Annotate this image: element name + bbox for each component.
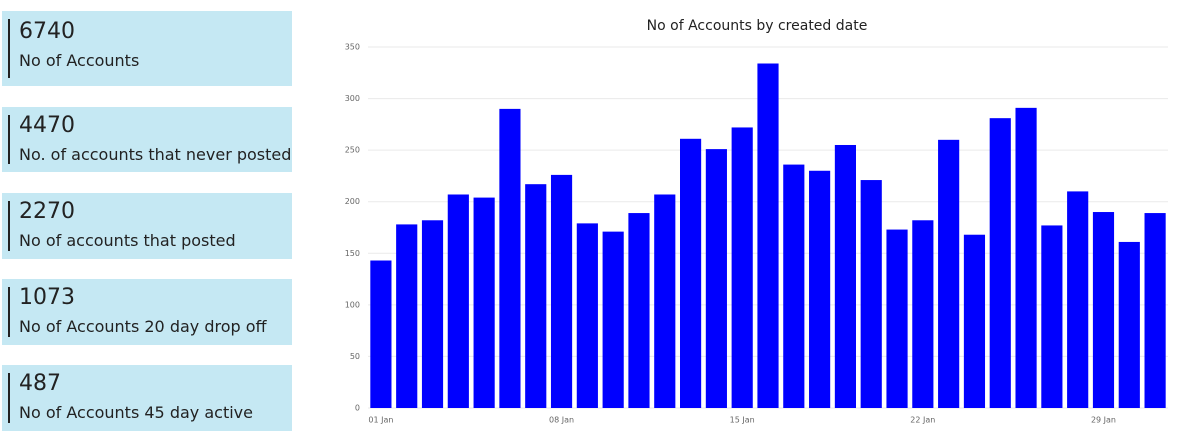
- kpi-value: 487: [19, 371, 61, 396]
- kpi-card: 1073 No of Accounts 20 day drop off: [2, 279, 292, 345]
- bar: [550, 174, 573, 408]
- bar: [783, 164, 805, 408]
- y-tick-label: 150: [345, 249, 360, 258]
- bar: [525, 184, 547, 408]
- accent-bar: [8, 287, 10, 337]
- kpi-value: 1073: [19, 285, 75, 310]
- kpi-card: 2270 No of accounts that posted: [2, 193, 292, 259]
- bar: [860, 180, 882, 408]
- bar: [731, 127, 753, 409]
- kpi-value: 2270: [19, 199, 75, 224]
- bar: [499, 108, 521, 408]
- kpi-value: 6740: [19, 19, 75, 44]
- bar: [473, 197, 495, 408]
- accent-bar: [8, 115, 10, 164]
- kpi-label: No of Accounts: [19, 51, 140, 70]
- bar: [834, 144, 856, 408]
- y-tick-label: 350: [345, 43, 360, 52]
- kpi-card: 6740 No of Accounts: [2, 11, 292, 86]
- x-tick-label: 22 Jan: [910, 416, 935, 425]
- y-tick-label: 0: [355, 404, 360, 413]
- x-tick-label: 29 Jan: [1091, 416, 1116, 425]
- bar: [654, 194, 676, 408]
- bar: [680, 138, 702, 408]
- kpi-value: 4470: [19, 113, 75, 138]
- bar: [963, 234, 986, 408]
- bar: [1015, 107, 1037, 409]
- bar: [938, 139, 960, 409]
- y-tick-label: 50: [350, 352, 360, 361]
- bar: [757, 63, 779, 408]
- bar: [421, 220, 444, 408]
- bar: [886, 229, 908, 408]
- bar: [989, 118, 1011, 408]
- kpi-label: No of Accounts 45 day active: [19, 403, 253, 422]
- y-tick-label: 100: [345, 300, 360, 309]
- bar: [1144, 213, 1166, 408]
- kpi-label: No of Accounts 20 day drop off: [19, 317, 267, 336]
- accent-bar: [8, 201, 10, 251]
- bar: [809, 170, 831, 408]
- y-tick-label: 250: [345, 146, 360, 155]
- bar: [370, 260, 392, 408]
- bar: [628, 213, 650, 408]
- bar: [1041, 225, 1063, 408]
- x-tick-label: 01 Jan: [368, 416, 393, 425]
- bar: [705, 149, 727, 408]
- accent-bar: [8, 373, 10, 423]
- bar: [1067, 191, 1089, 408]
- bar: [1118, 241, 1140, 408]
- bar: [912, 220, 934, 408]
- bar: [1092, 212, 1115, 408]
- x-tick-label: 08 Jan: [549, 416, 574, 425]
- kpi-label: No. of accounts that never posted: [19, 145, 292, 164]
- y-tick-label: 200: [345, 197, 360, 206]
- bar: [576, 223, 598, 408]
- accent-bar: [8, 19, 10, 78]
- kpi-label: No of accounts that posted: [19, 231, 236, 250]
- x-tick-label: 15 Jan: [730, 416, 755, 425]
- bar: [602, 231, 624, 408]
- y-tick-label: 300: [345, 94, 360, 103]
- chart-title: No of Accounts by created date: [647, 18, 868, 34]
- kpi-card: 487 No of Accounts 45 day active: [2, 365, 292, 431]
- kpi-card: 4470 No. of accounts that never posted: [2, 107, 292, 172]
- bar: [396, 224, 418, 408]
- bar: [447, 194, 469, 408]
